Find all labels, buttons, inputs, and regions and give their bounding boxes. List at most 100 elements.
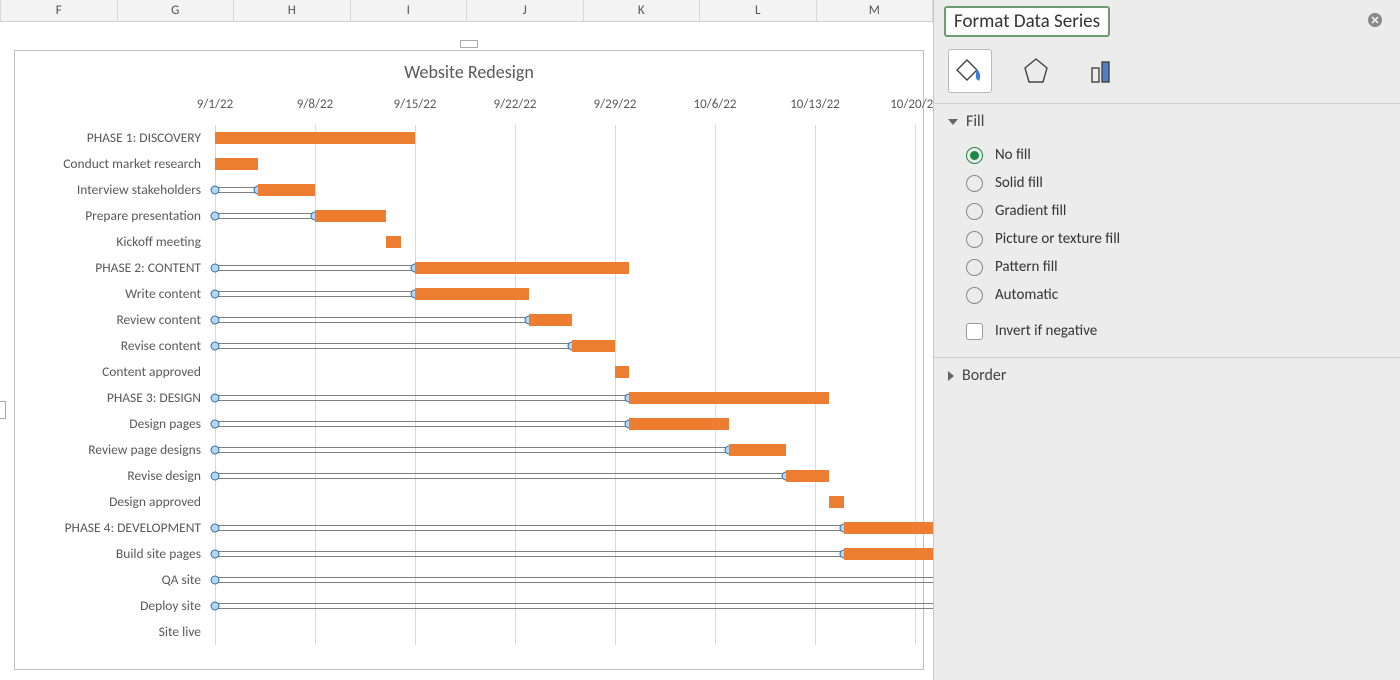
fill-section-label: Fill	[966, 112, 984, 131]
gantt-chart[interactable]: Website Redesign 9/1/22 9/8/22 9/15/22 9/22…	[14, 50, 924, 670]
selection-handle[interactable]	[211, 420, 220, 429]
offset-series-bar[interactable]	[215, 603, 1044, 609]
column-header[interactable]: L	[700, 0, 817, 21]
duration-bar[interactable]	[629, 392, 829, 404]
format-data-series-pane: Format Data Series Fill	[933, 0, 1400, 680]
fill-section: Fill No fill Solid fill Gradient fillPictu…	[934, 103, 1400, 357]
spreadsheet-area: FGHIJKLM Website Redesign 9/1/22 9/8/22 9/…	[0, 0, 933, 680]
gantt-row: Review page designs	[15, 437, 923, 463]
selection-handle[interactable]	[211, 342, 220, 351]
invert-if-negative[interactable]: Invert if negative	[966, 317, 1400, 345]
fill-option-solid_fill[interactable]: Solid fill	[966, 169, 1400, 197]
selection-handle[interactable]	[211, 316, 220, 325]
selection-handle[interactable]	[211, 524, 220, 533]
duration-bar[interactable]	[215, 158, 258, 170]
duration-bar[interactable]	[386, 236, 400, 248]
offset-series-bar[interactable]	[215, 473, 786, 479]
fill-option-picture_fill[interactable]: Picture or texture fill	[966, 225, 1400, 253]
x-axis-tick-label: 9/8/22	[297, 97, 333, 112]
offset-series-bar[interactable]	[215, 213, 315, 219]
column-header[interactable]: F	[0, 0, 118, 21]
duration-bar[interactable]	[215, 132, 415, 144]
x-axis-tick-label: 10/6/22	[694, 97, 737, 112]
selection-handle[interactable]	[211, 446, 220, 455]
radio-icon	[966, 231, 983, 248]
selection-handle[interactable]	[211, 394, 220, 403]
bar-track	[215, 437, 923, 463]
offset-series-bar[interactable]	[215, 447, 729, 453]
chart-resize-handle-left[interactable]	[0, 401, 6, 419]
duration-bar[interactable]	[829, 496, 843, 508]
column-header[interactable]: H	[234, 0, 351, 21]
offset-series-bar[interactable]	[215, 187, 258, 193]
selection-handle[interactable]	[211, 290, 220, 299]
bar-track	[215, 541, 923, 567]
duration-bar[interactable]	[315, 210, 386, 222]
close-icon[interactable]	[1362, 9, 1388, 35]
duration-bar[interactable]	[258, 184, 315, 196]
duration-bar[interactable]	[572, 340, 615, 352]
offset-series-bar[interactable]	[215, 525, 844, 531]
task-label: Design approved	[15, 489, 207, 515]
bar-track	[215, 177, 923, 203]
fill-option-gradient_fill[interactable]: Gradient fill	[966, 197, 1400, 225]
chart-title[interactable]: Website Redesign	[15, 51, 923, 91]
task-label: Write content	[15, 281, 207, 307]
task-label: Interview stakeholders	[15, 177, 207, 203]
offset-series-bar[interactable]	[215, 343, 572, 349]
column-header[interactable]: K	[584, 0, 701, 21]
chart-resize-handle-top[interactable]	[460, 40, 478, 48]
selection-handle[interactable]	[211, 186, 220, 195]
task-label: Revise content	[15, 333, 207, 359]
fill-option-pattern_fill[interactable]: Pattern fill	[966, 253, 1400, 281]
selection-handle[interactable]	[211, 212, 220, 221]
gantt-row: Review content	[15, 307, 923, 333]
x-axis-tick-label: 9/15/22	[394, 97, 437, 112]
fill-option-automatic[interactable]: Automatic	[966, 281, 1400, 309]
gantt-row: Write content	[15, 281, 923, 307]
selection-handle[interactable]	[211, 550, 220, 559]
duration-bar[interactable]	[729, 444, 786, 456]
radio-icon	[966, 259, 983, 276]
offset-series-bar[interactable]	[215, 291, 415, 297]
border-section-header[interactable]: Border	[934, 358, 1400, 393]
gantt-row: Design approved	[15, 489, 923, 515]
duration-bar[interactable]	[529, 314, 572, 326]
x-axis-tick-label: 9/1/22	[197, 97, 233, 112]
selection-handle[interactable]	[211, 576, 220, 585]
duration-bar[interactable]	[629, 418, 729, 430]
fill-and-line-tab[interactable]	[948, 49, 992, 93]
x-axis-tick-label: 9/22/22	[494, 97, 537, 112]
invert-if-negative-label: Invert if negative	[995, 322, 1097, 340]
offset-series-bar[interactable]	[215, 421, 629, 427]
column-header[interactable]: G	[118, 0, 235, 21]
offset-series-bar[interactable]	[215, 551, 844, 557]
selection-handle[interactable]	[211, 602, 220, 611]
series-options-tab[interactable]	[1080, 49, 1124, 93]
gantt-row: Interview stakeholders	[15, 177, 923, 203]
series-options-icon	[1087, 56, 1117, 86]
offset-series-bar[interactable]	[215, 317, 529, 323]
fill-option-label: Automatic	[995, 286, 1058, 304]
duration-bar[interactable]	[786, 470, 829, 482]
fill-option-no_fill[interactable]: No fill	[966, 141, 1400, 169]
duration-bar[interactable]	[415, 262, 629, 274]
offset-series-bar[interactable]	[215, 395, 629, 401]
task-label: Content approved	[15, 359, 207, 385]
bar-track	[215, 411, 923, 437]
gantt-row: Content approved	[15, 359, 923, 385]
column-header[interactable]: I	[351, 0, 468, 21]
fill-option-label: Solid fill	[995, 174, 1043, 192]
bar-track	[215, 333, 923, 359]
offset-series-bar[interactable]	[215, 577, 986, 583]
effects-tab[interactable]	[1014, 49, 1058, 93]
duration-bar[interactable]	[615, 366, 629, 378]
column-header[interactable]: J	[467, 0, 584, 21]
selection-handle[interactable]	[211, 264, 220, 273]
selection-handle[interactable]	[211, 472, 220, 481]
duration-bar[interactable]	[415, 288, 529, 300]
offset-series-bar[interactable]	[215, 265, 415, 271]
task-label: Conduct market research	[15, 151, 207, 177]
column-header[interactable]: M	[817, 0, 934, 21]
fill-section-header[interactable]: Fill	[934, 104, 1400, 139]
